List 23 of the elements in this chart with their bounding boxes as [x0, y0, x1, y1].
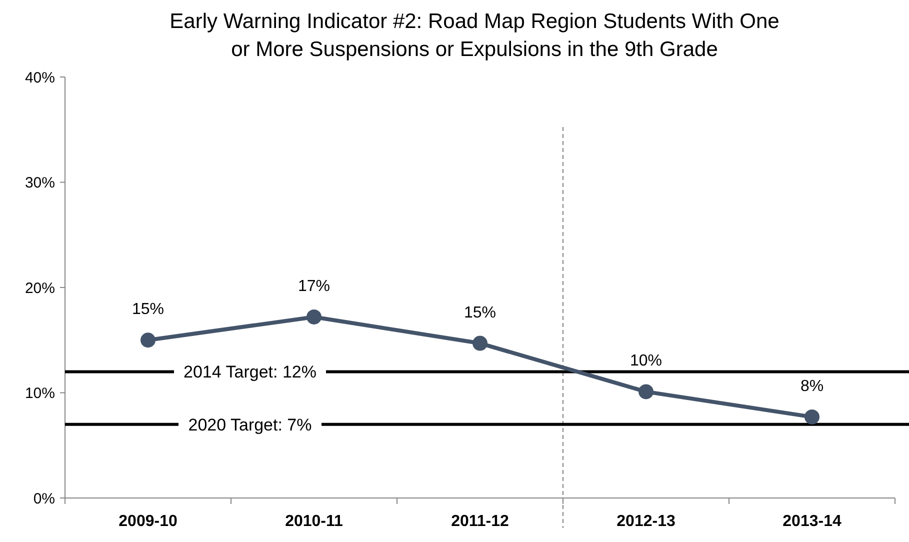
x-tick-label: 2010-11: [285, 513, 344, 530]
point: [140, 332, 156, 348]
data-label: 15%: [464, 304, 496, 322]
y-tick-label: 20%: [24, 280, 55, 297]
ref-line-label: 2020 Target: 7%: [188, 415, 312, 434]
x-tick-label: 2013-14: [782, 513, 842, 530]
point: [804, 409, 820, 424]
data-label: 10%: [630, 352, 662, 370]
x-tick-label: 2009-10: [118, 513, 178, 530]
point: [472, 336, 488, 351]
data-label: 15%: [132, 301, 164, 318]
chart-title: Early Warning Indicator #2: Road Map Region Students With One or More Suspensions or Expulsions in the 9th Grade: [170, 10, 780, 61]
ref-line-label: 2014 Target: 12%: [184, 362, 316, 382]
x-tick-label: 2011-12: [451, 513, 510, 530]
y-tick-label: 10%: [24, 385, 55, 402]
point: [638, 384, 654, 400]
y-tick-label: 0%: [33, 490, 55, 508]
y-tick-label: 30%: [24, 174, 55, 192]
data-label: 8%: [800, 378, 824, 395]
x-tick-label: 2012-13: [616, 513, 676, 530]
point: [306, 309, 322, 324]
y-tick-label: 40%: [24, 69, 55, 86]
data-label: 17%: [298, 278, 330, 295]
